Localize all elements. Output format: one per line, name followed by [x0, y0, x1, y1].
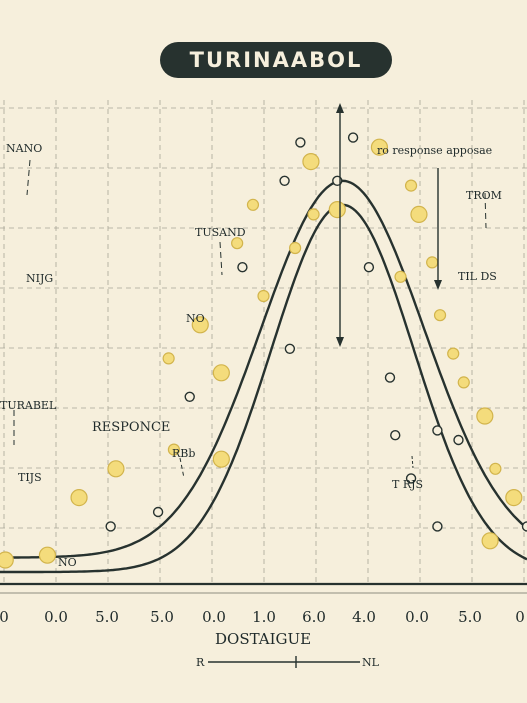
- data-point-open: [405, 473, 417, 484]
- range-label-left: R: [196, 656, 205, 669]
- leader-nano: [26, 159, 31, 196]
- leader-tusand: [219, 241, 223, 276]
- x-tick-label: 4.0: [352, 608, 376, 626]
- data-point: [38, 546, 57, 564]
- response-curve-1: [0, 179, 527, 559]
- annotation-responce: RESPONCE: [92, 420, 171, 435]
- data-point: [191, 316, 209, 334]
- data-point: [257, 289, 270, 303]
- data-point-open: [279, 175, 290, 187]
- x-tick-label: 5.0: [458, 608, 482, 626]
- data-point: [447, 347, 460, 360]
- data-point-open: [363, 262, 375, 273]
- annotation-til-ds: TIL DS: [458, 270, 497, 283]
- data-point: [404, 179, 418, 192]
- data-point: [489, 462, 502, 475]
- data-point: [370, 138, 389, 156]
- data-point-open: [105, 521, 116, 532]
- data-point-open: [390, 430, 401, 441]
- data-point-open: [152, 506, 164, 518]
- data-point: [328, 201, 346, 219]
- range-label-right: NL: [362, 656, 379, 669]
- x-tick-label: 0.0: [44, 608, 68, 626]
- data-point-open: [432, 425, 443, 436]
- annotation-rjs: T RJS: [392, 478, 424, 491]
- x-tick-label: 6.0: [302, 608, 326, 626]
- data-point: [302, 153, 320, 171]
- data-point: [246, 198, 260, 211]
- annotation-nano: NANO: [6, 142, 43, 155]
- x-tick-label: 5.0: [150, 608, 174, 626]
- data-point: [70, 489, 88, 507]
- annotation-turabel: TURABEL: [0, 399, 57, 412]
- data-point: [394, 270, 407, 283]
- data-point-open: [432, 521, 443, 532]
- guides: [0, 103, 527, 668]
- grid: [0, 100, 527, 584]
- response-arrow-head: [434, 280, 442, 290]
- data-point-open: [453, 434, 464, 446]
- leader-trom: [484, 192, 487, 229]
- data-point: [231, 237, 244, 250]
- data-point: [162, 352, 175, 365]
- annotation-no-mid: NO: [186, 312, 205, 325]
- data-point: [212, 450, 230, 468]
- data-point-open: [295, 137, 306, 148]
- x-tick-label: 1.0: [252, 608, 276, 626]
- data-point-open: [384, 372, 396, 383]
- data-point: [167, 443, 181, 456]
- data-point-open: [521, 521, 527, 532]
- data-point: [457, 376, 470, 389]
- data-point: [433, 309, 447, 322]
- data-point-open: [184, 391, 195, 402]
- curves: [0, 179, 527, 574]
- peak-arrow-down: [336, 337, 344, 347]
- x-tick-label: 0.0: [202, 608, 226, 626]
- points: [0, 132, 527, 569]
- data-point: [410, 205, 428, 223]
- annotation-tijs: TIJS: [18, 471, 42, 484]
- data-point: [289, 241, 302, 255]
- x-tick-label: 5.0: [95, 608, 119, 626]
- annotation-tusand: TUSAND: [195, 226, 246, 239]
- annotation-trom: TROM: [466, 189, 502, 202]
- chart-title: TURINAABOL: [189, 48, 363, 72]
- annotation-nijg: NIJG: [26, 272, 54, 285]
- data-point-open: [284, 343, 296, 354]
- data-point: [212, 364, 230, 382]
- data-point: [0, 551, 14, 569]
- peak-arrow-up: [336, 103, 344, 113]
- data-point: [307, 208, 320, 221]
- data-point-open: [237, 262, 248, 273]
- leader-rjs: [411, 455, 414, 469]
- data-point: [505, 489, 523, 507]
- x-tick-label: 0.0: [405, 608, 429, 626]
- chart-title-badge: TURINAABOL: [160, 42, 392, 78]
- annotation-no-left: NO: [58, 556, 77, 569]
- x-tick-label: 0: [515, 608, 525, 626]
- x-axis-label: DOSTAIGUE: [215, 630, 312, 648]
- x-tick-label: 0: [0, 608, 9, 626]
- annotation-response-appose: ro response apposae: [377, 144, 493, 157]
- data-point: [107, 460, 125, 478]
- leader-rbb: [179, 457, 185, 479]
- data-point: [481, 532, 499, 550]
- data-point: [426, 256, 439, 269]
- response-curve-2: [0, 203, 527, 574]
- data-point-open: [347, 132, 359, 143]
- data-point: [476, 407, 494, 425]
- annotation-rbb: RBb: [172, 447, 196, 460]
